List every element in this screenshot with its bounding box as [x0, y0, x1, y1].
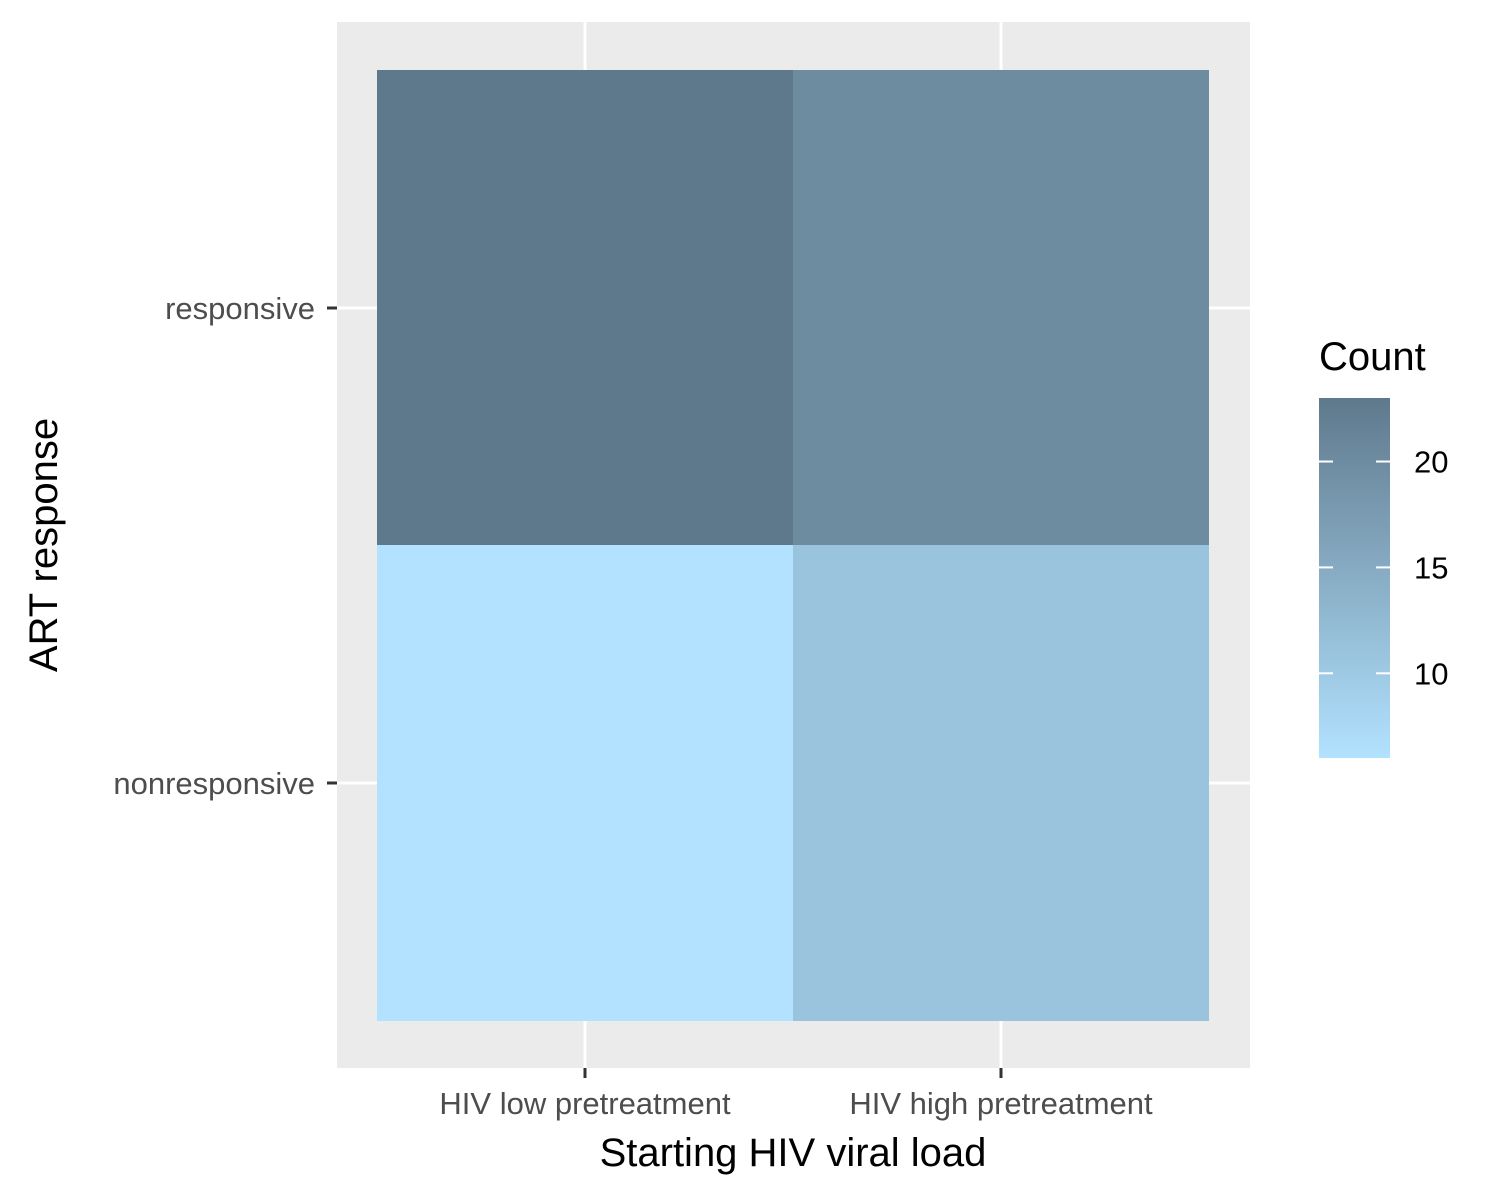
heatmap-cells [377, 70, 1209, 1021]
legend-ticks: 10 15 20 [1319, 445, 1448, 691]
y-axis-title: ART response [22, 418, 66, 672]
heatmap-cell-responsive-low [377, 70, 793, 546]
x-axis-title: Starting HIV viral load [600, 1131, 987, 1175]
y-tick-label: responsive [165, 291, 315, 326]
legend-tick-label: 20 [1414, 445, 1448, 480]
heatmap-cell-responsive-high [793, 70, 1209, 546]
legend-colorbar [1319, 398, 1390, 758]
heatmap-cell-nonresponsive-low [377, 545, 793, 1021]
y-axis: nonresponsive responsive [113, 291, 337, 801]
x-axis: HIV low pretreatment HIV high pretreatmen… [439, 1068, 1153, 1121]
legend-title: Count [1319, 335, 1426, 379]
x-tick-label: HIV low pretreatment [439, 1086, 731, 1121]
y-tick-label: nonresponsive [113, 766, 315, 801]
heatmap-cell-nonresponsive-high [793, 545, 1209, 1021]
legend-tick-label: 10 [1414, 656, 1448, 691]
color-legend: Count 10 15 20 [1319, 335, 1448, 758]
legend-tick-label: 15 [1414, 550, 1448, 585]
x-tick-label: HIV high pretreatment [849, 1086, 1153, 1121]
